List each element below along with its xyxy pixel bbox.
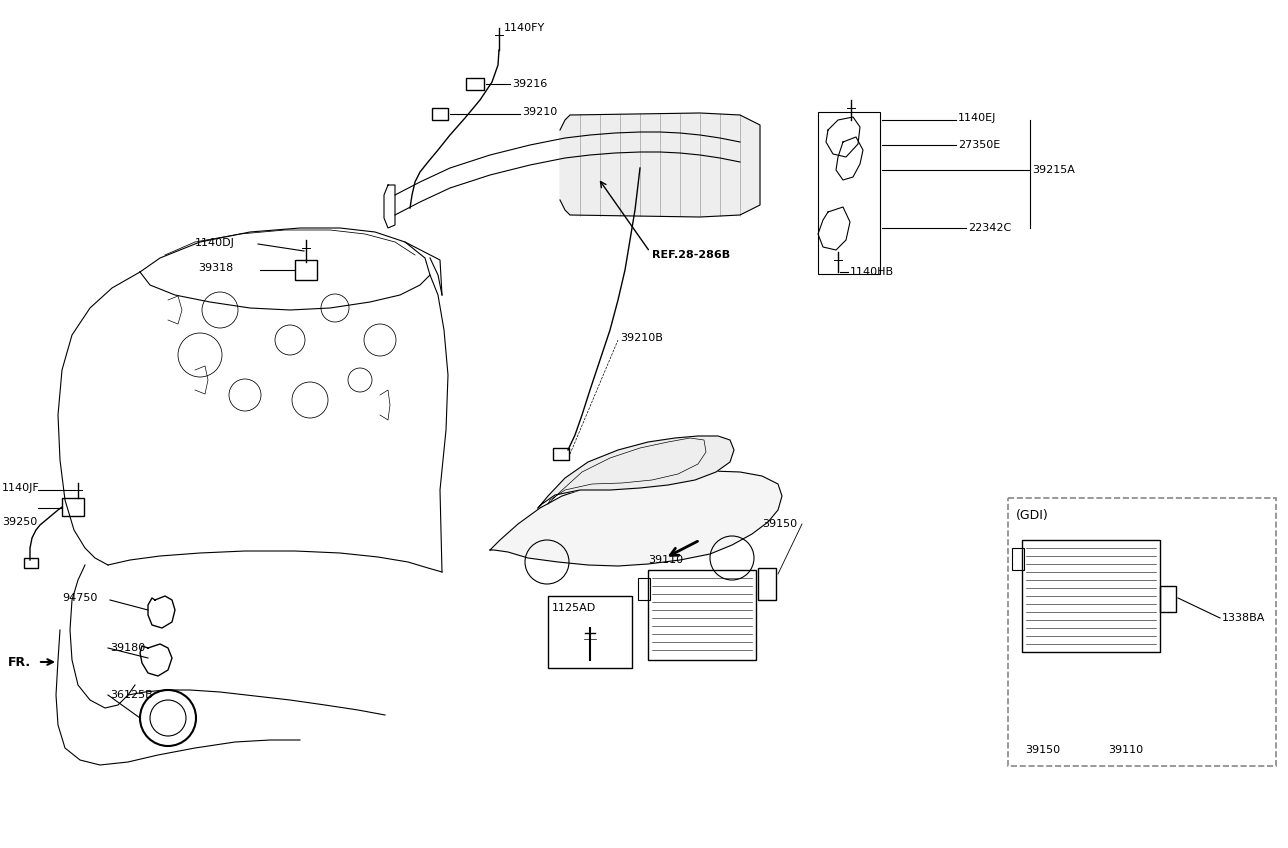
Text: 1125AD: 1125AD	[553, 603, 596, 613]
Text: REF.28-286B: REF.28-286B	[652, 250, 730, 260]
Text: 39150: 39150	[762, 519, 797, 529]
Bar	[431, 108, 448, 120]
Bar	[466, 78, 484, 90]
Text: FR.: FR.	[8, 656, 31, 668]
Text: 1140JF: 1140JF	[3, 483, 40, 493]
Text: 1338BA: 1338BA	[1222, 613, 1265, 623]
Text: 39215A: 39215A	[1032, 165, 1075, 175]
Bar	[759, 568, 775, 600]
Bar	[818, 112, 880, 274]
Text: 39250: 39250	[3, 517, 37, 527]
Text: 22342C: 22342C	[969, 223, 1011, 233]
Polygon shape	[560, 113, 760, 217]
Bar	[62, 498, 84, 516]
Text: 39216: 39216	[513, 79, 547, 89]
Text: 1140HB: 1140HB	[850, 267, 894, 277]
Bar	[24, 558, 39, 568]
Text: (GDI): (GDI)	[1016, 510, 1048, 522]
Text: 27350E: 27350E	[958, 140, 1001, 150]
Text: 94750: 94750	[62, 593, 98, 603]
Bar	[1009, 498, 1276, 766]
Bar	[1021, 540, 1160, 652]
Bar	[553, 448, 569, 460]
Bar	[295, 260, 317, 280]
Text: 39210: 39210	[522, 107, 558, 117]
Polygon shape	[489, 471, 782, 566]
Text: 39110: 39110	[648, 555, 683, 565]
Text: 1140EJ: 1140EJ	[958, 113, 997, 123]
Text: 1140DJ: 1140DJ	[194, 238, 234, 248]
Bar	[1160, 586, 1176, 612]
Text: 36125B: 36125B	[109, 690, 153, 700]
Bar	[638, 578, 650, 600]
Text: 39110: 39110	[1108, 745, 1144, 755]
Text: 1140FY: 1140FY	[504, 23, 545, 33]
Bar	[648, 570, 756, 660]
Text: 39318: 39318	[198, 263, 233, 273]
Bar	[1012, 548, 1024, 570]
Text: 39210B: 39210B	[620, 333, 663, 343]
Polygon shape	[538, 436, 734, 508]
Text: 39180: 39180	[109, 643, 146, 653]
Text: 39150: 39150	[1025, 745, 1060, 755]
Bar	[547, 596, 632, 668]
